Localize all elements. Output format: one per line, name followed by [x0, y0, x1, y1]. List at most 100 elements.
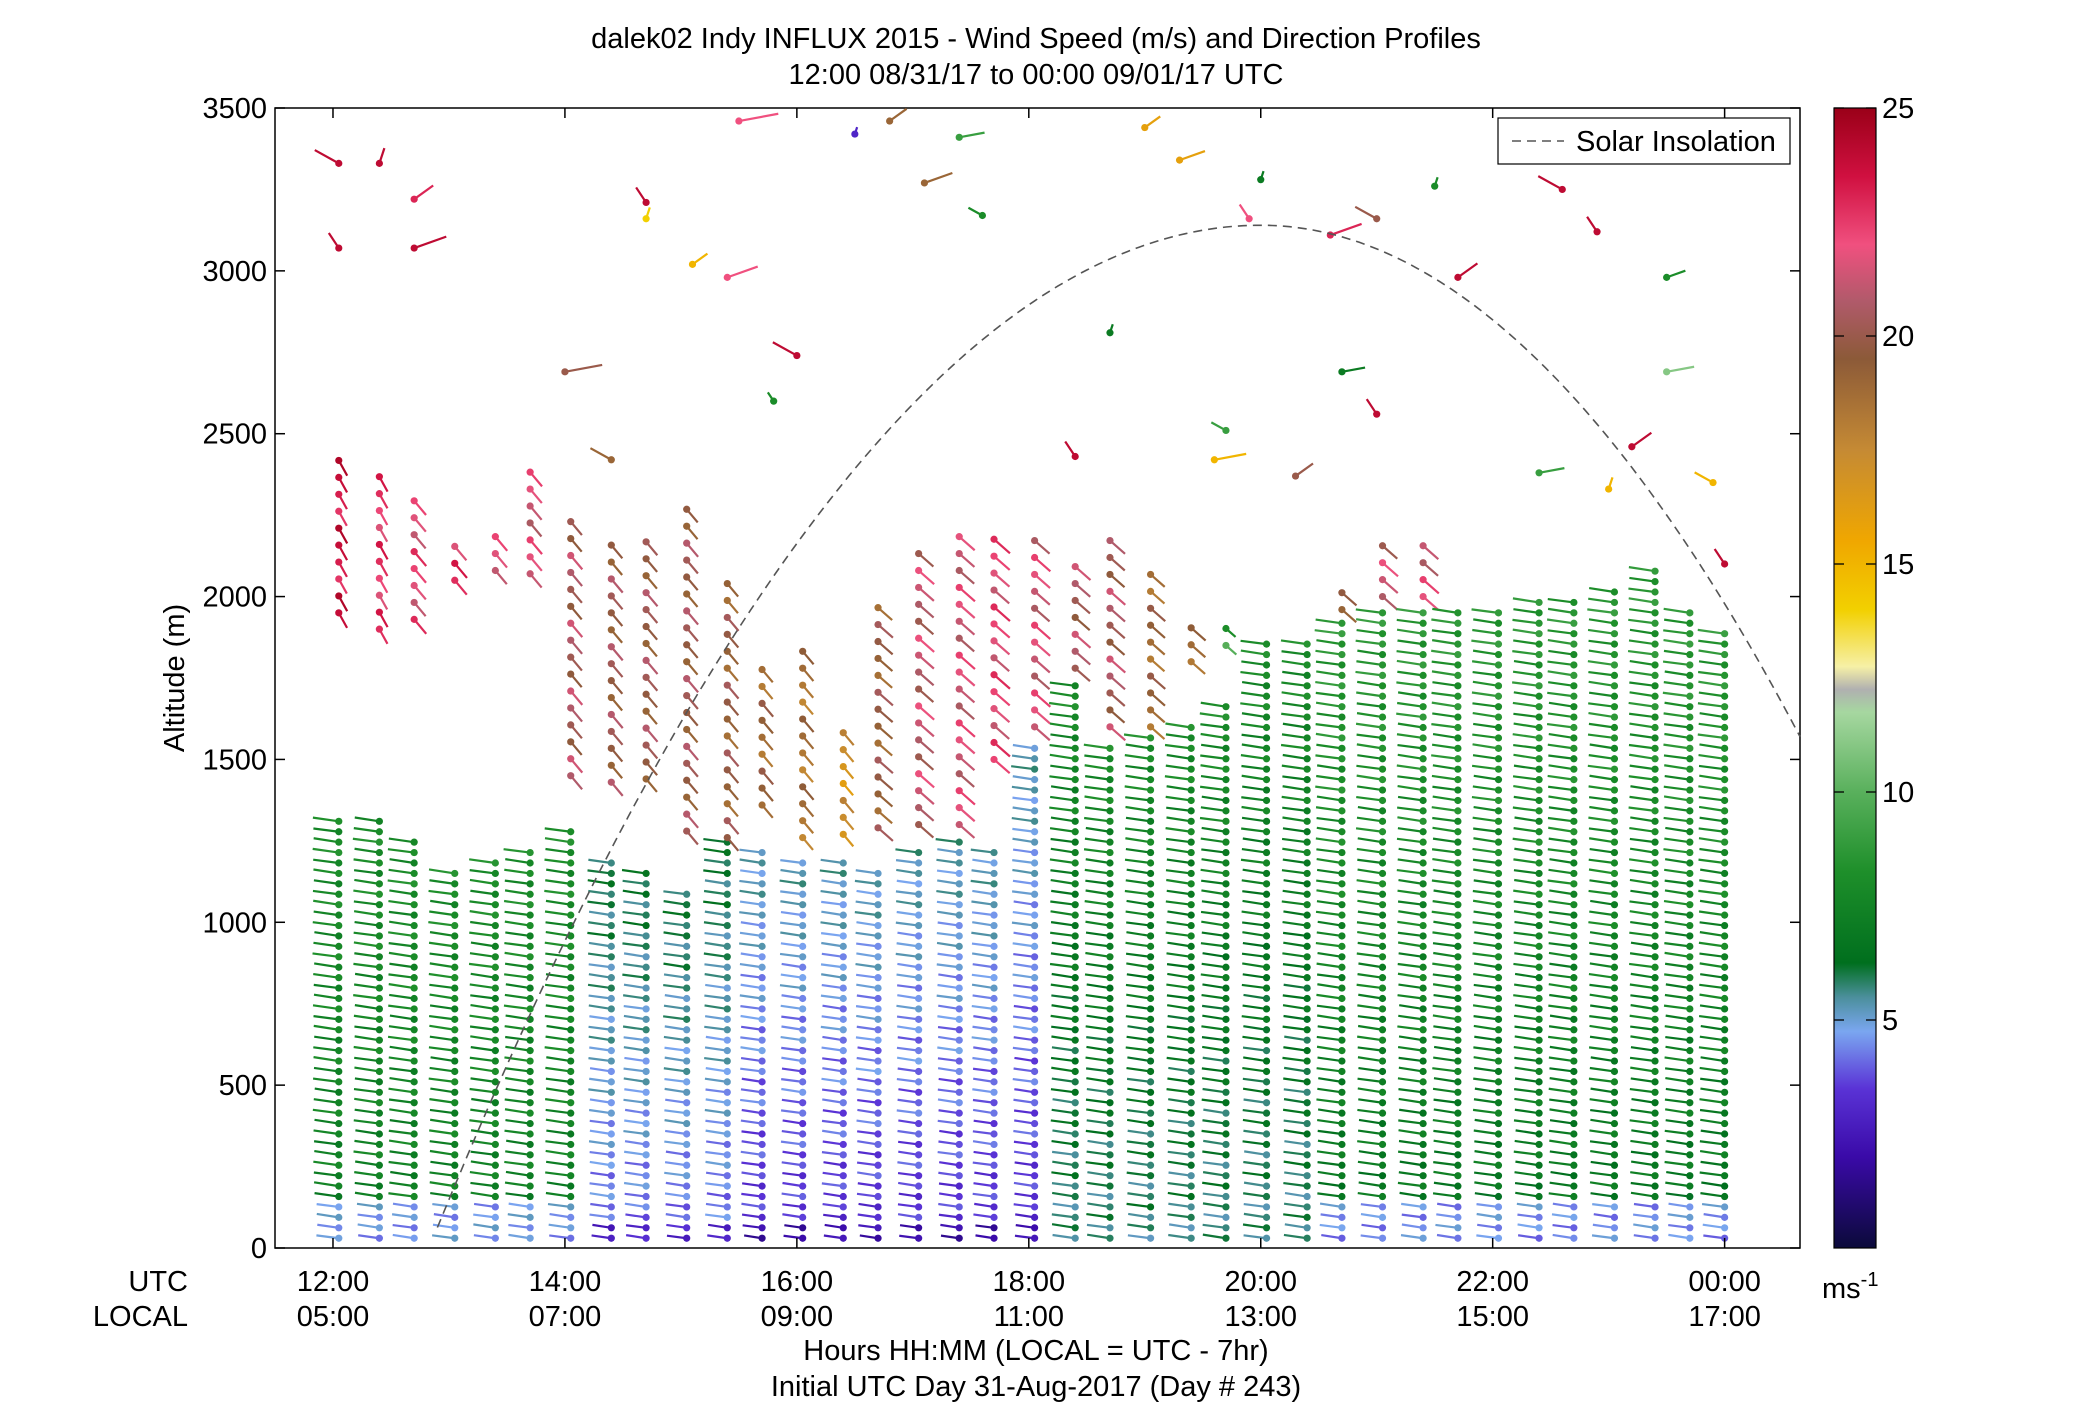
wind-barb: [1355, 670, 1387, 679]
wind-barb: [388, 951, 418, 961]
wind-barb-point: [1454, 921, 1462, 930]
wind-barb: [822, 1202, 847, 1211]
wind-barb-shaft: [354, 972, 380, 979]
wind-barb-shaft: [505, 858, 531, 865]
wind-barb: [1166, 1004, 1195, 1013]
wind-barb-shaft: [504, 879, 531, 885]
wind-barb-point: [451, 921, 459, 930]
wind-barb: [469, 1025, 499, 1034]
wind-barb-shaft: [1282, 847, 1308, 854]
wind-barb-point: [1262, 765, 1271, 773]
wind-barb-shaft: [1432, 1004, 1459, 1011]
wind-barb-point: [642, 932, 650, 940]
wind-barb: [1357, 1087, 1387, 1096]
wind-barb: [505, 1087, 534, 1096]
wind-barb: [896, 910, 923, 919]
wind-barb: [955, 702, 975, 720]
wind-barb-shaft: [353, 931, 380, 938]
wind-barb-point: [723, 1088, 731, 1096]
wind-barb-shaft: [1166, 963, 1192, 969]
wind-barb: [1397, 858, 1427, 867]
wind-barb-shaft: [936, 858, 960, 865]
wind-barb-point: [990, 569, 998, 577]
wind-barb-point: [375, 1182, 383, 1190]
wind-barb-shaft: [622, 942, 647, 948]
wind-barb-point: [1262, 984, 1271, 992]
wind-barb-point: [1146, 1172, 1155, 1180]
wind-barb-shaft: [429, 910, 455, 917]
wind-barb-point: [1494, 942, 1503, 950]
wind-barb-shaft: [353, 1150, 380, 1156]
wind-barb-point: [758, 1015, 766, 1023]
wind-barb-shaft: [1283, 1098, 1308, 1104]
wind-barb-point: [1106, 536, 1114, 545]
wind-barb-shaft: [897, 1025, 919, 1031]
wind-barb-point: [607, 1203, 615, 1211]
wind-barb-point: [410, 921, 418, 930]
wind-barb: [704, 931, 731, 940]
wind-barb: [375, 591, 389, 610]
wind-barb: [743, 1234, 766, 1242]
wind-barb: [504, 920, 534, 930]
wind-barb-point: [1031, 1224, 1039, 1232]
wind-barb-point: [526, 932, 534, 940]
wind-barb-point: [1187, 1172, 1195, 1180]
wind-barb-point: [1338, 921, 1346, 930]
wind-barb: [823, 1161, 847, 1169]
wind-barb-point: [567, 1172, 575, 1180]
wind-barb: [1243, 1025, 1271, 1034]
wind-barb-point: [1338, 589, 1346, 597]
wind-barb: [504, 1098, 534, 1107]
wind-barb-point: [375, 932, 383, 940]
wind-barb-point: [451, 559, 459, 567]
wind-barb-point: [1146, 1047, 1155, 1055]
wind-barb-point: [1262, 1203, 1271, 1211]
wind-barb-shaft: [821, 983, 844, 990]
wind-barb-shaft: [1240, 639, 1267, 646]
wind-barb-point: [955, 1224, 963, 1232]
wind-barb: [589, 1067, 615, 1076]
wind-barb-shaft: [1050, 931, 1076, 938]
wind-barb-point: [1222, 953, 1230, 961]
wind-barb-point: [607, 890, 615, 898]
wind-barb-point: [1454, 765, 1462, 773]
wind-barb-point: [990, 911, 998, 919]
wind-barb-point: [642, 1140, 650, 1149]
wind-barb-shaft: [469, 952, 496, 958]
wind-barb-point: [1106, 1140, 1114, 1149]
wind-barb-point: [1303, 848, 1311, 857]
wind-barb-shaft: [1049, 962, 1076, 969]
wind-barb-shaft: [1432, 973, 1459, 979]
wind-barb-point: [1106, 1109, 1114, 1117]
wind-barb: [972, 1140, 998, 1149]
wind-barb: [1473, 1056, 1503, 1065]
wind-barb-point: [1454, 1172, 1462, 1180]
wind-barb-point: [990, 1088, 998, 1096]
wind-barb: [1106, 638, 1126, 656]
wind-barb: [1125, 983, 1155, 992]
wind-barb: [1201, 1098, 1230, 1107]
wind-barb-point: [1222, 1213, 1230, 1221]
wind-barb-point: [567, 755, 575, 763]
wind-barb: [1242, 1004, 1271, 1013]
wind-barb: [664, 1109, 691, 1117]
wind-barb-point: [335, 1015, 343, 1023]
wind-barb: [526, 553, 543, 572]
wind-barb: [607, 727, 624, 746]
wind-barb-point: [955, 1119, 963, 1128]
wind-barb-shaft: [1283, 1160, 1308, 1167]
wind-barb-point: [1262, 1213, 1271, 1221]
wind-barb: [1012, 796, 1039, 805]
wind-barb-shaft: [821, 879, 844, 885]
wind-barb-shaft: [705, 1213, 728, 1219]
wind-barb: [664, 1119, 691, 1128]
wind-barb: [1476, 1203, 1503, 1211]
wind-barb: [545, 1035, 575, 1044]
wind-barb-shaft: [1241, 1015, 1267, 1021]
wind-barb-shaft: [1125, 764, 1151, 771]
wind-barb-point: [375, 1234, 383, 1242]
wind-barb-point: [1187, 953, 1195, 961]
wind-barb-shaft: [1011, 816, 1035, 823]
wind-barb-point: [1494, 1130, 1503, 1138]
wind-barb: [623, 1067, 650, 1076]
